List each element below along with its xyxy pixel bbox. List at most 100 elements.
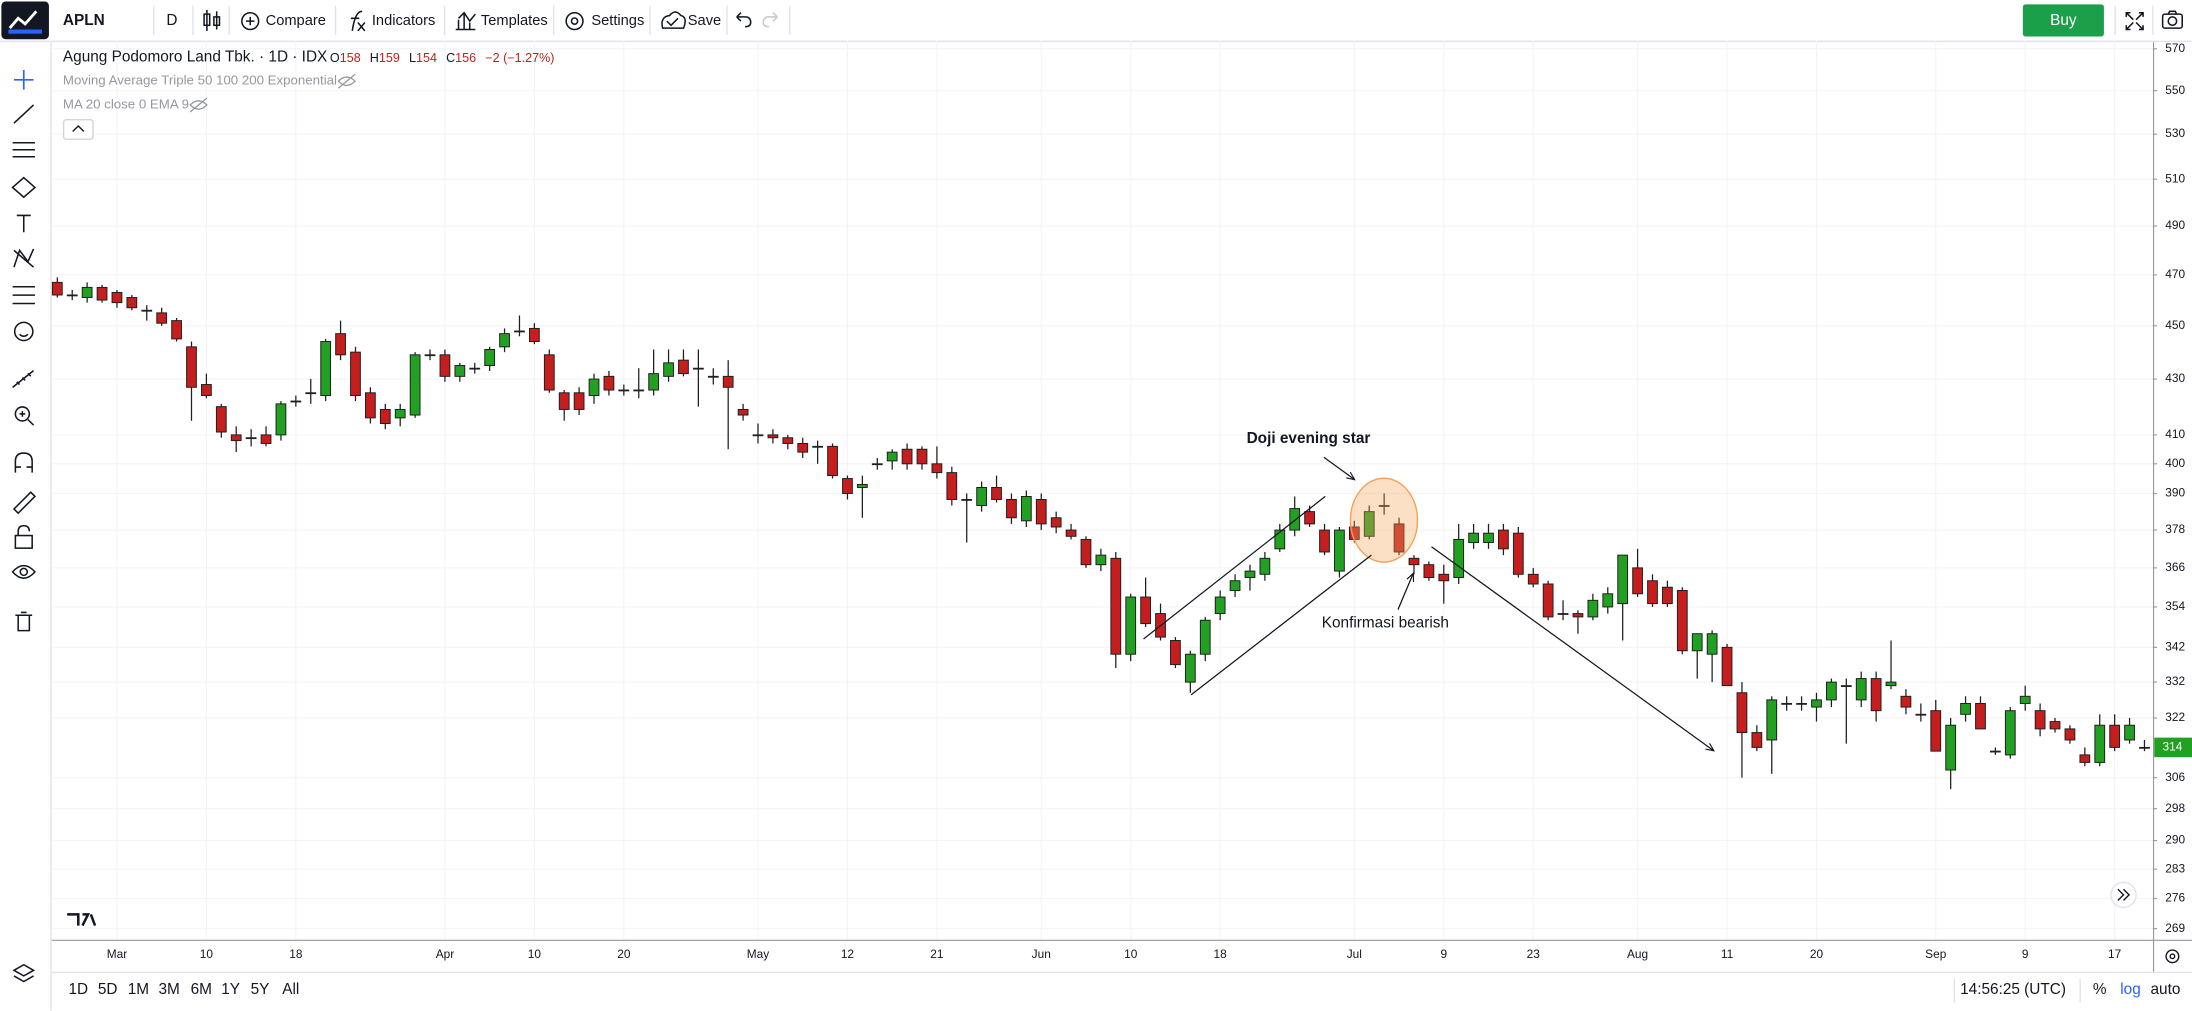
lock-tool[interactable] [14, 525, 33, 549]
pattern-tool[interactable] [11, 176, 37, 199]
indicator-hidden-icon[interactable] [337, 73, 356, 89]
snapshot[interactable] [2161, 10, 2183, 29]
remove-tool[interactable] [15, 611, 33, 632]
trend-line[interactable] [1143, 495, 1326, 640]
settings-button[interactable]: Settings [565, 11, 644, 31]
y-tick-label: 530 [2165, 126, 2185, 140]
measure-tool[interactable] [12, 285, 35, 305]
y-tick-label: 450 [2165, 318, 2185, 332]
object-tree[interactable] [12, 963, 36, 983]
highlight-ellipse[interactable] [1349, 477, 1419, 563]
indicator-label[interactable]: MA 20 close 0 EMA 9 [63, 97, 189, 112]
range-button[interactable]: 1Y [221, 981, 240, 998]
scale-option[interactable]: auto [2150, 981, 2180, 998]
candle-body [707, 375, 719, 378]
candle-body [290, 400, 302, 403]
candle-body [2049, 721, 2061, 730]
logo[interactable] [1, 1, 49, 40]
x-tick-label: Apr [436, 947, 455, 961]
candle-body [156, 312, 168, 324]
candle-body [1468, 532, 1479, 544]
trend-arrow[interactable] [1431, 546, 1714, 751]
indicators-button[interactable]: Indicators [350, 10, 436, 32]
candle-body [230, 434, 242, 442]
candle-body [663, 362, 674, 377]
hide-tool[interactable] [11, 564, 36, 579]
candle-body [931, 463, 943, 474]
redo[interactable] [762, 12, 778, 28]
candle-body [946, 472, 958, 500]
scale-option[interactable]: % [2093, 981, 2107, 998]
axis-settings[interactable] [2165, 949, 2180, 964]
buy-button[interactable]: Buy [2022, 4, 2104, 37]
candle-body [2004, 710, 2016, 756]
y-tick-label: 490 [2165, 218, 2185, 232]
y-tick-label: 570 [2165, 41, 2185, 55]
chart-type-icon[interactable] [203, 9, 221, 31]
candle-body [1214, 596, 1226, 615]
scale-option[interactable]: log [2120, 981, 2140, 998]
y-tick-label: 269 [2165, 921, 2185, 935]
candle-body [722, 375, 734, 388]
trend-line[interactable] [1190, 554, 1372, 696]
indicator-label[interactable]: Moving Average Triple 50 100 200 Exponen… [63, 73, 337, 88]
scroll-to-realtime[interactable] [2110, 881, 2137, 909]
x-tick-label: 9 [1440, 947, 1447, 961]
text-tool[interactable] [16, 214, 31, 233]
legend: Agung Podomoro Land Tbk. · 1D · IDX O158… [62, 49, 555, 140]
indicator-hidden-icon[interactable] [189, 97, 208, 113]
range-button[interactable]: 3M [158, 981, 179, 998]
candle-body [171, 320, 182, 340]
range-button[interactable]: 5D [98, 981, 118, 998]
candle-body [1065, 529, 1077, 537]
save-button[interactable]: Save [661, 11, 721, 29]
magnet-tool[interactable] [14, 452, 33, 473]
candle-body [1826, 681, 1837, 701]
compare-button[interactable]: Compare [241, 11, 326, 31]
annotation-text[interactable]: Konfirmasi bearish [1322, 615, 1449, 632]
range-button[interactable]: 5Y [251, 981, 270, 998]
legend-collapse[interactable] [62, 118, 94, 140]
undo[interactable] [736, 12, 752, 28]
fullscreen[interactable] [2125, 11, 2144, 31]
crosshair-tool[interactable] [13, 70, 34, 90]
x-tick-label: 10 [1124, 947, 1138, 961]
candle-body [827, 445, 838, 477]
candle-body [1229, 580, 1241, 591]
templates-button[interactable]: Templates [455, 11, 548, 31]
candle-body [886, 451, 898, 462]
candle-body [1766, 699, 1778, 741]
legend-ohlc: O158 H159 L154 C156 −2 (−1.27%) [330, 51, 555, 65]
fib-tool[interactable] [12, 141, 35, 158]
ohlc-label: O [330, 51, 340, 65]
stay-drawing-tool[interactable] [12, 491, 37, 515]
pointer-arrow[interactable] [1323, 456, 1355, 479]
candle-body [1587, 599, 1599, 618]
x-tick-label: May [747, 947, 769, 961]
candle-body [1676, 590, 1688, 652]
range-button[interactable]: All [282, 981, 299, 998]
icon-tool[interactable] [13, 321, 34, 342]
ruler-tool[interactable] [12, 369, 35, 388]
candle-body [1647, 580, 1658, 605]
clock: 14:56:25 (UTC) [1960, 981, 2066, 998]
last-price-label: 314 [2163, 740, 2183, 754]
y-tick-label: 400 [2165, 456, 2185, 470]
projection-tool[interactable] [13, 248, 35, 268]
range-button[interactable]: 1D [68, 981, 88, 998]
pointer-arrow[interactable] [1397, 573, 1413, 610]
candle-body [782, 437, 794, 444]
candle-body [1334, 529, 1345, 572]
candle-body [2019, 695, 2031, 704]
candle-body [1811, 699, 1822, 708]
candle-body [1110, 557, 1122, 655]
annotation-text[interactable]: Doji evening star [1247, 430, 1371, 447]
interval[interactable]: D [166, 12, 177, 29]
symbol[interactable]: APLN [63, 12, 105, 29]
zoom-tool[interactable] [14, 406, 35, 426]
range-button[interactable]: 1M [128, 981, 149, 998]
range-button[interactable]: 6M [191, 981, 212, 998]
x-tick-label: 21 [930, 947, 944, 961]
trend-line-tool[interactable] [13, 104, 35, 124]
